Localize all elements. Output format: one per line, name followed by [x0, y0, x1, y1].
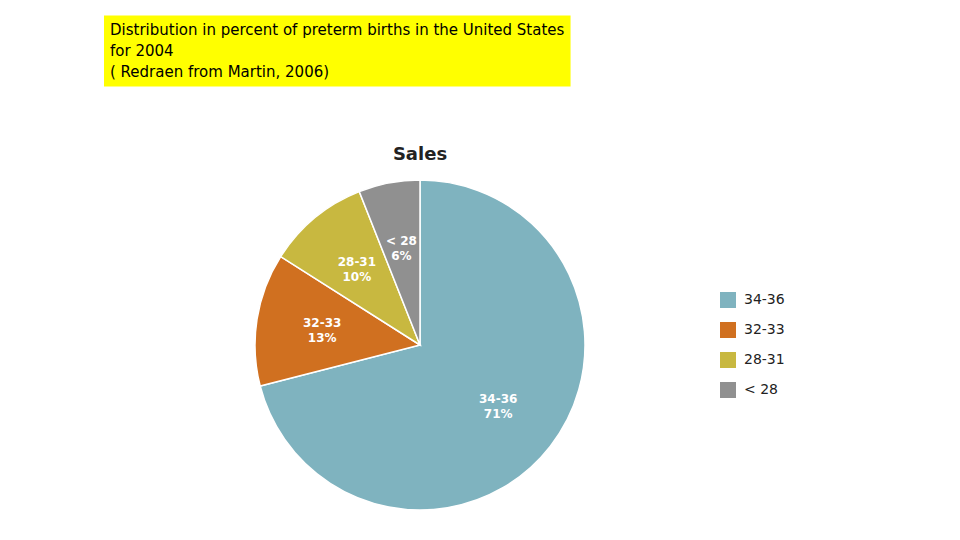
title: Sales	[393, 143, 447, 164]
data-label-value: 10%	[343, 270, 372, 284]
data-label-value: 13%	[308, 331, 337, 345]
legend-swatch	[720, 352, 736, 368]
data-label: 32-3313%	[303, 316, 341, 344]
legend-swatch	[720, 292, 736, 308]
slices	[255, 180, 585, 510]
data-label-category: 28-31	[338, 255, 376, 269]
data-label-category: 32-33	[303, 316, 341, 330]
legend-swatch	[720, 322, 736, 338]
legend-swatch	[720, 382, 736, 398]
annotation: ( Redraen from Martin, 2006)	[110, 63, 329, 81]
chart: Distribution in percent of preterm birth…	[0, 0, 960, 540]
legend-label: 28-31	[744, 351, 785, 367]
data-label-value: 71%	[484, 407, 513, 421]
data-label-value: 6%	[391, 249, 411, 263]
data-label-category: 34-36	[479, 392, 517, 406]
data-label: 28-3110%	[338, 255, 376, 283]
legend-label: 32-33	[744, 321, 785, 337]
data-label: 34-3671%	[479, 392, 517, 420]
data-labels: 34-3671% 32-3313% 28-3110% < 286%	[303, 234, 517, 420]
data-label-category: < 28	[386, 234, 417, 248]
header-background	[104, 16, 571, 87]
data-label: < 286%	[386, 234, 417, 262]
annotation: Distribution in percent of preterm birth…	[110, 21, 565, 39]
legend-label: 34-36	[744, 291, 785, 307]
legend-label: < 28	[744, 381, 778, 397]
legend: 34-36 32-33 28-31 < 28	[720, 291, 785, 398]
header: Distribution in percent of preterm birth…	[104, 16, 571, 87]
annotation: for 2004	[110, 42, 174, 60]
